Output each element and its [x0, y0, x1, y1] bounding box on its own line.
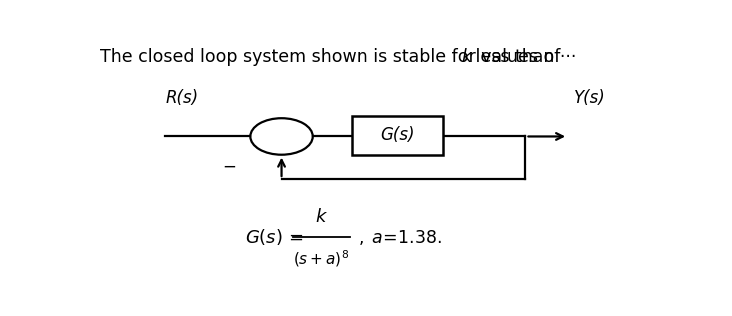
- Text: Y(s): Y(s): [574, 89, 605, 107]
- Text: The closed loop system shown is stable for values of: The closed loop system shown is stable f…: [100, 48, 566, 66]
- Text: k: k: [461, 48, 471, 66]
- Text: $,\;a\!=\!1.38.$: $,\;a\!=\!1.38.$: [358, 228, 442, 247]
- Text: $(s + a)^{8}$: $(s + a)^{8}$: [294, 248, 349, 269]
- FancyBboxPatch shape: [353, 116, 444, 155]
- Text: R(s): R(s): [165, 89, 198, 107]
- Text: −: −: [223, 157, 236, 175]
- Text: G(s): G(s): [381, 126, 415, 144]
- Text: less than ···: less than ···: [471, 48, 577, 66]
- Text: $G(s)\,=$: $G(s)\,=$: [244, 228, 304, 247]
- Text: $k$: $k$: [315, 209, 328, 227]
